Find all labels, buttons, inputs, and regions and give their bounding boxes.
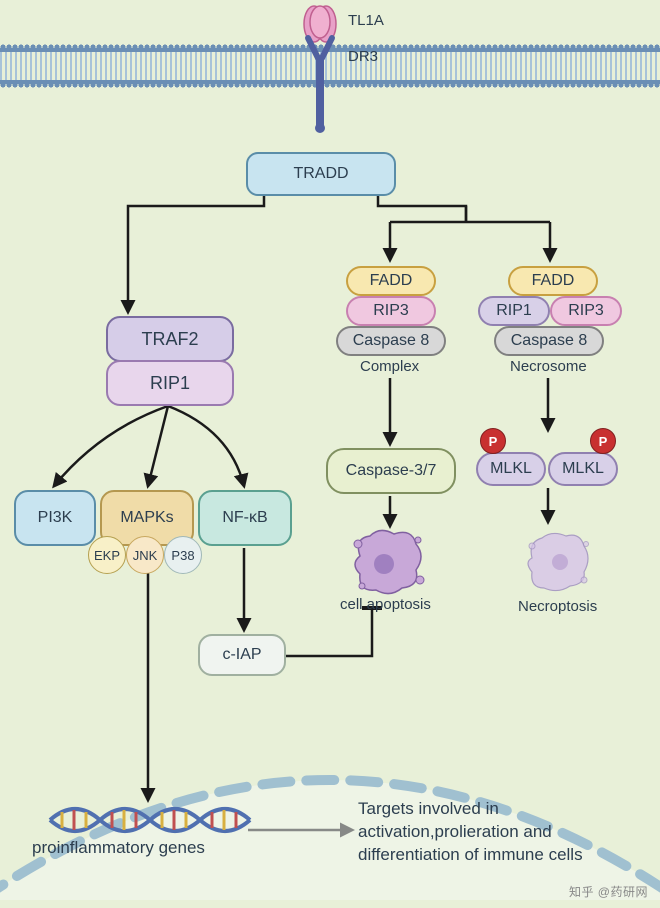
casp8-right-node: Caspase 8 (494, 326, 604, 356)
rip1-node: RIP1 (106, 360, 234, 406)
necroptosis-label: Necroptosis (518, 598, 597, 615)
watermark: 知乎 @药研网 (569, 883, 648, 900)
ciap-node: c-IAP (198, 634, 286, 676)
rip3-left-node: RIP3 (346, 296, 436, 326)
pi3k-node: PI3K (14, 490, 96, 546)
ekp-node: EKP (88, 536, 126, 574)
dr3-label: DR3 (348, 48, 378, 65)
rip3-right-node: RIP3 (550, 296, 622, 326)
mlkl-left-node: MLKL (476, 452, 546, 486)
tradd-node: TRADD (246, 152, 396, 196)
complex-label: Complex (360, 358, 419, 375)
apoptosis-label: cell apoptosis (340, 596, 431, 613)
nfkb-node: NF-κB (198, 490, 292, 546)
necrosome-label: Necrosome (510, 358, 587, 375)
fadd-left-node: FADD (346, 266, 436, 296)
targets-label: Targets involved in activation,prolierat… (358, 798, 638, 867)
tl1a-label: TL1A (348, 12, 384, 29)
p38-node: P38 (164, 536, 202, 574)
fadd-right-node: FADD (508, 266, 598, 296)
p-left-node: P (480, 428, 506, 454)
rip1-right-node: RIP1 (478, 296, 550, 326)
membrane (0, 48, 660, 84)
traf2-node: TRAF2 (106, 316, 234, 362)
casp37-node: Caspase-3/7 (326, 448, 456, 494)
casp8-left-node: Caspase 8 (336, 326, 446, 356)
p-right-node: P (590, 428, 616, 454)
mlkl-right-node: MLKL (548, 452, 618, 486)
jnk-node: JNK (126, 536, 164, 574)
genes-label: proinflammatory genes (32, 838, 205, 858)
